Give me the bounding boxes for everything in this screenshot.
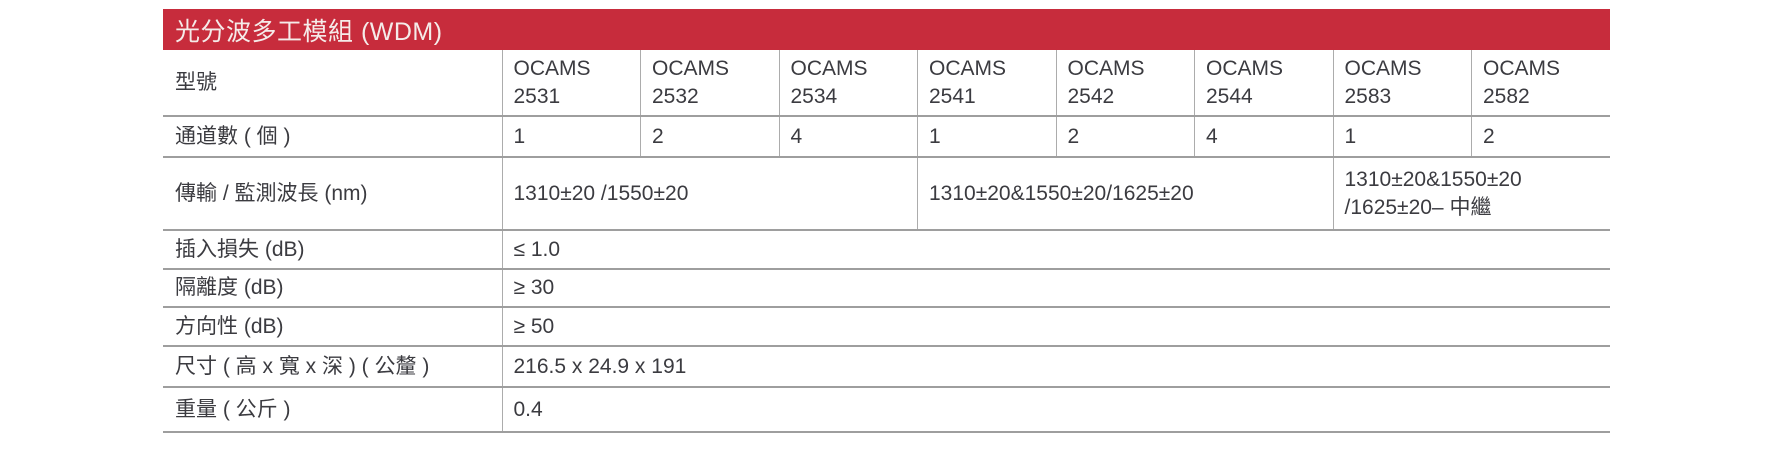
- row-model: 型號 OCAMS 2531 OCAMS 2532 OCAMS 2534 OCAM…: [163, 50, 1610, 117]
- wavelength-group-cell: 1310±20 /1550±20: [501, 157, 918, 231]
- wavelength-group-cell: 1310±20&1550±20 /1625±20– 中繼: [1332, 157, 1610, 231]
- row-wavelength: 傳輸 / 監測波長 (nm) 1310±20 /1550±20 1310±20&…: [163, 157, 1610, 231]
- row-insertion-loss: 插入損失 (dB) ≤ 1.0: [163, 230, 1610, 270]
- wavelength-group-cell: 1310±20&1550±20/1625±20: [917, 157, 1333, 231]
- model-cell: OCAMS 2532: [640, 50, 779, 117]
- model-cell: OCAMS 2531: [501, 50, 641, 117]
- row-directivity: 方向性 (dB) ≥ 50: [163, 307, 1610, 347]
- row-weight: 重量 ( 公斤 ) 0.4: [163, 387, 1610, 433]
- channels-cell: 2: [640, 116, 779, 158]
- row-dimensions: 尺寸 ( 高 x 寬 x 深 ) ( 公釐 ) 216.5 x 24.9 x 1…: [163, 346, 1610, 388]
- row-label-wavelength: 傳輸 / 監測波長 (nm): [163, 157, 502, 231]
- dimensions-value: 216.5 x 24.9 x 191: [501, 346, 1610, 388]
- channels-cell: 4: [778, 116, 918, 158]
- spec-table: 型號 OCAMS 2531 OCAMS 2532 OCAMS 2534 OCAM…: [163, 50, 1610, 433]
- channels-cell: 2: [1055, 116, 1195, 158]
- channels-cell: 1: [501, 116, 641, 158]
- insertion-loss-value: ≤ 1.0: [501, 230, 1610, 270]
- model-cell: OCAMS 2582: [1471, 50, 1610, 117]
- row-label-weight: 重量 ( 公斤 ): [163, 387, 502, 433]
- row-label-insertion-loss: 插入損失 (dB): [163, 230, 502, 270]
- row-isolation: 隔離度 (dB) ≥ 30: [163, 269, 1610, 308]
- channels-cell: 1: [1332, 116, 1472, 158]
- model-cell: OCAMS 2583: [1332, 50, 1472, 117]
- channels-cell: 2: [1471, 116, 1610, 158]
- section-header-bar: 光分波多工模組 (WDM): [163, 9, 1610, 50]
- isolation-value: ≥ 30: [501, 269, 1610, 308]
- model-cell: OCAMS 2542: [1055, 50, 1195, 117]
- channels-cell: 1: [917, 116, 1056, 158]
- row-label-model: 型號: [163, 50, 502, 117]
- row-label-isolation: 隔離度 (dB): [163, 269, 502, 308]
- row-label-directivity: 方向性 (dB): [163, 307, 502, 347]
- model-cell: OCAMS 2534: [778, 50, 918, 117]
- model-cell: OCAMS 2541: [917, 50, 1056, 117]
- row-label-dimensions: 尺寸 ( 高 x 寬 x 深 ) ( 公釐 ): [163, 346, 502, 388]
- channels-cell: 4: [1194, 116, 1333, 158]
- row-channels: 通道數 ( 個 ) 1 2 4 1 2 4 1 2: [163, 116, 1610, 158]
- model-cell: OCAMS 2544: [1194, 50, 1333, 117]
- row-label-channels: 通道數 ( 個 ): [163, 116, 502, 158]
- wdm-spec-section: 光分波多工模組 (WDM) 型號 OCAMS 2531 OCAMS 2532 O…: [163, 9, 1610, 433]
- directivity-value: ≥ 50: [501, 307, 1610, 347]
- section-title: 光分波多工模組 (WDM): [175, 17, 443, 46]
- weight-value: 0.4: [501, 387, 1610, 433]
